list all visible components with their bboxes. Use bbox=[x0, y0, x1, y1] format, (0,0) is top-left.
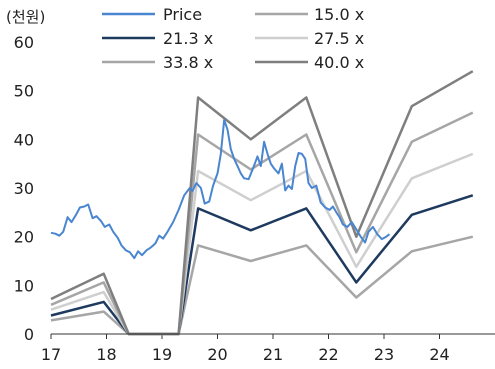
x-tick-label: 21 bbox=[263, 345, 283, 364]
x-tick-label: 17 bbox=[41, 345, 61, 364]
y-tick-label: 40 bbox=[14, 130, 34, 149]
x-tick-label: 20 bbox=[207, 345, 227, 364]
y-tick-label: 50 bbox=[14, 82, 34, 101]
series-line-price bbox=[50, 118, 391, 260]
y-tick-label: 10 bbox=[14, 276, 34, 295]
y-tick-label: 20 bbox=[14, 228, 34, 247]
y-axis-ticks: 0 10 20 30 40 50 60 bbox=[14, 33, 34, 344]
y-tick-label: 30 bbox=[14, 179, 34, 198]
legend-label: 15.0 x bbox=[314, 5, 364, 24]
unit-label: (천원) bbox=[6, 8, 45, 26]
x-axis-ticks: 17 18 19 20 21 22 23 24 bbox=[41, 334, 450, 364]
series-layer bbox=[50, 70, 474, 336]
x-tick-label: 18 bbox=[96, 345, 116, 364]
series-line-27-5-x bbox=[50, 152, 474, 336]
y-tick-label: 60 bbox=[14, 33, 34, 52]
legend-label: 21.3 x bbox=[163, 29, 213, 48]
legend-label: 33.8 x bbox=[163, 53, 213, 72]
x-tick-label: 23 bbox=[374, 345, 394, 364]
legend-label: 27.5 x bbox=[314, 29, 364, 48]
legend-label: Price bbox=[163, 5, 202, 24]
legend-label: 40.0 x bbox=[314, 53, 364, 72]
series-line-33-8-x bbox=[50, 111, 474, 336]
legend: Price 15.0 x 21.3 x 27.5 x 33.8 x 40.0 x bbox=[102, 5, 364, 72]
series-line-15-0-x bbox=[50, 235, 474, 336]
x-tick-label: 19 bbox=[152, 345, 172, 364]
y-tick-label: 0 bbox=[24, 325, 34, 344]
series-line-40-0-x bbox=[50, 70, 474, 336]
series-line-21-3-x bbox=[50, 194, 474, 336]
x-tick-label: 24 bbox=[429, 345, 449, 364]
x-tick-label: 22 bbox=[318, 345, 338, 364]
